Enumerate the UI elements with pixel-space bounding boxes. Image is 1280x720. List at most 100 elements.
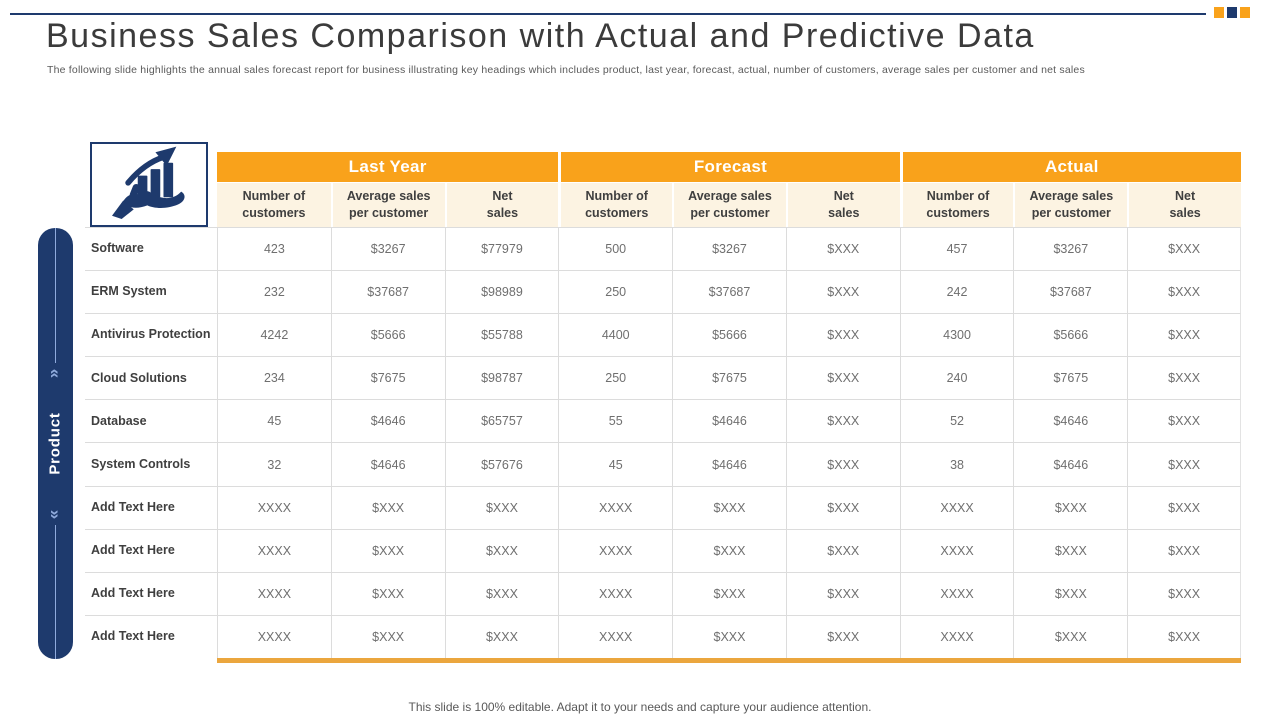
value-cell[interactable]: $XXX xyxy=(785,313,900,357)
value-cell[interactable]: $XXX xyxy=(444,485,559,529)
icon-box[interactable] xyxy=(90,142,208,227)
subheader-cell[interactable]: Net sales xyxy=(1127,183,1241,227)
value-cell[interactable]: $XXX xyxy=(672,485,786,529)
value-cell[interactable]: $3267 xyxy=(1013,227,1128,271)
value-cell[interactable]: $XXX xyxy=(444,614,559,658)
value-cell[interactable]: XXXX xyxy=(217,614,331,658)
value-cell[interactable]: $XXX xyxy=(785,485,900,529)
subheader-cell[interactable]: Number of customers xyxy=(899,183,1014,227)
value-cell[interactable]: 423 xyxy=(217,227,331,271)
value-cell[interactable]: 500 xyxy=(558,227,673,271)
subheader-cell[interactable]: Average sales per customer xyxy=(330,183,445,227)
value-cell[interactable]: XXXX xyxy=(558,571,673,615)
product-label[interactable]: Add Text Here xyxy=(85,614,217,658)
subheader-cell[interactable]: Number of customers xyxy=(558,183,673,227)
value-cell[interactable]: $XXX xyxy=(785,227,900,271)
value-cell[interactable]: $XXX xyxy=(330,571,445,615)
value-cell[interactable]: $57676 xyxy=(444,442,559,486)
value-cell[interactable]: XXXX xyxy=(217,571,331,615)
value-cell[interactable]: $98787 xyxy=(444,356,559,400)
value-cell[interactable]: XXXX xyxy=(558,528,673,572)
product-label[interactable]: Add Text Here xyxy=(85,485,217,529)
product-label[interactable]: ERM System xyxy=(85,270,217,313)
value-cell[interactable]: 240 xyxy=(899,356,1014,400)
value-cell[interactable]: $XXX xyxy=(1127,399,1241,443)
value-cell[interactable]: 457 xyxy=(899,227,1014,271)
value-cell[interactable]: $XXX xyxy=(444,571,559,615)
value-cell[interactable]: $4646 xyxy=(672,442,786,486)
value-cell[interactable]: $37687 xyxy=(330,270,445,314)
footer-note[interactable]: This slide is 100% editable. Adapt it to… xyxy=(408,700,872,714)
value-cell[interactable]: $3267 xyxy=(330,227,445,271)
value-cell[interactable]: 45 xyxy=(217,399,331,443)
product-label[interactable]: Cloud Solutions xyxy=(85,356,217,399)
value-cell[interactable]: $XXX xyxy=(1013,485,1128,529)
value-cell[interactable]: $5666 xyxy=(672,313,786,357)
value-cell[interactable]: 45 xyxy=(558,442,673,486)
value-cell[interactable]: XXXX xyxy=(899,571,1014,615)
value-cell[interactable]: $5666 xyxy=(330,313,445,357)
value-cell[interactable]: $XXX xyxy=(1127,313,1241,357)
value-cell[interactable]: $5666 xyxy=(1013,313,1128,357)
value-cell[interactable]: 52 xyxy=(899,399,1014,443)
group-header-last-year[interactable]: Last Year xyxy=(217,152,559,182)
value-cell[interactable]: XXXX xyxy=(899,528,1014,572)
page-subtitle[interactable]: The following slide highlights the annua… xyxy=(47,64,1085,76)
group-header-forecast[interactable]: Forecast xyxy=(561,152,900,182)
value-cell[interactable]: $XXX xyxy=(444,528,559,572)
product-sidebar-pill[interactable]: « Product » xyxy=(38,228,73,659)
value-cell[interactable]: $XXX xyxy=(785,571,900,615)
value-cell[interactable]: XXXX xyxy=(899,485,1014,529)
subheader-cell[interactable]: Average sales per customer xyxy=(672,183,786,227)
value-cell[interactable]: 250 xyxy=(558,270,673,314)
value-cell[interactable]: $XXX xyxy=(672,571,786,615)
group-header-actual[interactable]: Actual xyxy=(902,152,1241,182)
value-cell[interactable]: $XXX xyxy=(330,485,445,529)
value-cell[interactable]: $65757 xyxy=(444,399,559,443)
page-title[interactable]: Business Sales Comparison with Actual an… xyxy=(46,17,1035,55)
value-cell[interactable]: XXXX xyxy=(558,614,673,658)
value-cell[interactable]: $XXX xyxy=(1127,442,1241,486)
value-cell[interactable]: $XXX xyxy=(1127,227,1241,271)
product-label[interactable]: Add Text Here xyxy=(85,528,217,572)
subheader-cell[interactable]: Net sales xyxy=(785,183,900,227)
value-cell[interactable]: XXXX xyxy=(217,485,331,529)
subheader-cell[interactable]: Number of customers xyxy=(217,183,331,227)
value-cell[interactable]: 55 xyxy=(558,399,673,443)
value-cell[interactable]: 250 xyxy=(558,356,673,400)
value-cell[interactable]: $XXX xyxy=(1127,571,1241,615)
value-cell[interactable]: $XXX xyxy=(1127,528,1241,572)
value-cell[interactable]: $4646 xyxy=(672,399,786,443)
value-cell[interactable]: $3267 xyxy=(672,227,786,271)
value-cell[interactable]: $XXX xyxy=(1127,356,1241,400)
value-cell[interactable]: $XXX xyxy=(1127,614,1241,658)
value-cell[interactable]: $XXX xyxy=(785,442,900,486)
value-cell[interactable]: 32 xyxy=(217,442,331,486)
value-cell[interactable]: $37687 xyxy=(1013,270,1128,314)
value-cell[interactable]: $7675 xyxy=(672,356,786,400)
product-label[interactable]: Software xyxy=(85,227,217,270)
value-cell[interactable]: $XXX xyxy=(1127,485,1241,529)
subheader-cell[interactable]: Net sales xyxy=(444,183,559,227)
value-cell[interactable]: $XXX xyxy=(1013,528,1128,572)
value-cell[interactable]: $XXX xyxy=(330,614,445,658)
product-label[interactable]: Database xyxy=(85,399,217,442)
value-cell[interactable]: $77979 xyxy=(444,227,559,271)
value-cell[interactable]: $7675 xyxy=(330,356,445,400)
value-cell[interactable]: $XXX xyxy=(785,614,900,658)
value-cell[interactable]: 232 xyxy=(217,270,331,314)
value-cell[interactable]: 38 xyxy=(899,442,1014,486)
value-cell[interactable]: XXXX xyxy=(558,485,673,529)
value-cell[interactable]: $XXX xyxy=(1013,571,1128,615)
value-cell[interactable]: $XXX xyxy=(785,356,900,400)
value-cell[interactable]: $XXX xyxy=(1127,270,1241,314)
value-cell[interactable]: $XXX xyxy=(330,528,445,572)
value-cell[interactable]: $XXX xyxy=(1013,614,1128,658)
value-cell[interactable]: $98989 xyxy=(444,270,559,314)
value-cell[interactable]: 234 xyxy=(217,356,331,400)
value-cell[interactable]: $XXX xyxy=(672,614,786,658)
value-cell[interactable]: $XXX xyxy=(672,528,786,572)
value-cell[interactable]: $XXX xyxy=(785,399,900,443)
value-cell[interactable]: 4242 xyxy=(217,313,331,357)
subheader-cell[interactable]: Average sales per customer xyxy=(1013,183,1128,227)
